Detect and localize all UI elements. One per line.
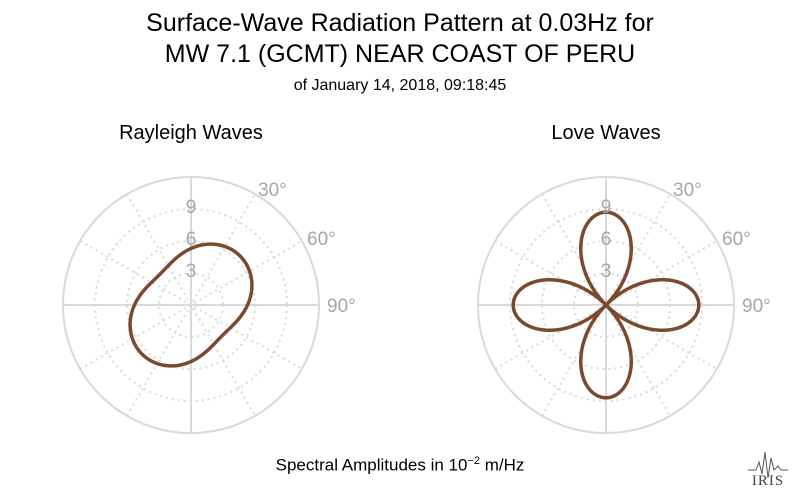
angle-tick-label: 30° [673,180,702,201]
radial-tick-label: 9 [601,197,612,218]
radiation-pattern-curve [511,210,701,400]
caption-suffix: m/Hz [480,455,525,475]
polar-chart-title: Rayleigh Waves [119,122,263,144]
iris-logo-icon: IRIS [748,451,788,488]
angle-tick-label: 90° [742,296,771,317]
caption-base: 10 [448,455,468,475]
radial-tick-label: 3 [601,261,612,282]
chart-title-line1: Surface-Wave Radiation Pattern at 0.03Hz… [146,9,654,37]
radial-tick-label: 9 [186,197,197,218]
polar-chart-1: Rayleigh Waves 3 6 9 30° 60° 90° [62,122,356,434]
polar-chart-title: Love Waves [551,122,660,144]
chart-subtitle: of January 14, 2018, 09:18:45 [293,77,507,94]
angle-tick-label: 30° [258,180,287,201]
svg-text:IRIS: IRIS [752,473,784,488]
angle-tick-label: 90° [327,296,356,317]
caption-prefix: Spectral Amplitudes in [275,455,449,475]
angle-tick-label: 60° [722,229,751,250]
radial-tick-label: 3 [186,261,197,282]
amplitude-units-caption: Spectral Amplitudes in 10−2 m/Hz [0,455,800,476]
chart-title-line2: MW 7.1 (GCMT) NEAR COAST OF PERU [164,40,636,68]
radial-tick-label: 6 [601,229,612,250]
caption-exponent: −2 [467,455,480,467]
polar-chart-2: Love Waves 3 6 9 30° 60° 90° [477,122,771,434]
spoke-line [126,193,256,417]
radial-tick-label: 6 [186,229,197,250]
angle-tick-label: 60° [307,229,336,250]
radiation-pattern-curve [128,242,254,368]
